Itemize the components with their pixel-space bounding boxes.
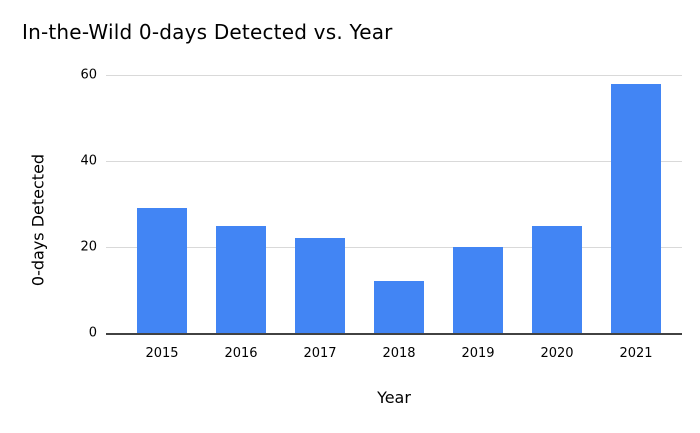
y-tick-label-0: 0 bbox=[88, 325, 97, 341]
bar-2017 bbox=[295, 238, 345, 333]
x-tick-label-2015: 2015 bbox=[145, 346, 179, 361]
x-tick-label-2017: 2017 bbox=[303, 346, 337, 361]
x-tick-label-2021: 2021 bbox=[619, 346, 653, 361]
y-axis-title: 0-days Detected bbox=[28, 153, 48, 287]
y-tick-label-20: 20 bbox=[80, 239, 97, 255]
gridline-20 bbox=[106, 247, 682, 248]
bar-2019 bbox=[453, 247, 503, 333]
bar-2021 bbox=[611, 83, 661, 333]
chart-title: In-the-Wild 0-days Detected vs. Year bbox=[22, 20, 393, 44]
y-tick-label-40: 40 bbox=[80, 153, 97, 169]
plot-area bbox=[106, 75, 682, 335]
y-tick-label-60: 60 bbox=[80, 67, 97, 83]
bar-2016 bbox=[216, 225, 266, 333]
bar-2018 bbox=[374, 281, 424, 333]
x-tick-label-2019: 2019 bbox=[461, 346, 495, 361]
gridline-40 bbox=[106, 161, 682, 162]
gridline-60 bbox=[106, 75, 682, 76]
x-tick-label-2018: 2018 bbox=[382, 346, 416, 361]
bar-2020 bbox=[532, 225, 582, 333]
x-tick-label-2020: 2020 bbox=[540, 346, 574, 361]
bar-2015 bbox=[137, 208, 187, 333]
x-axis-title: Year bbox=[377, 388, 411, 407]
x-tick-label-2016: 2016 bbox=[224, 346, 258, 361]
